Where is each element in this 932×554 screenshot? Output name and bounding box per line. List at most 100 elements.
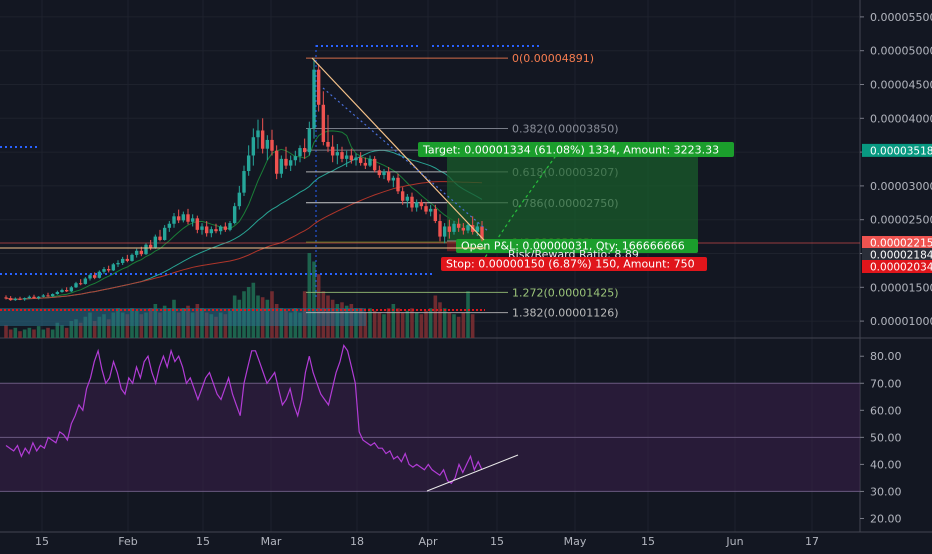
volume-bar — [368, 308, 372, 338]
volume-bar — [92, 321, 97, 338]
rsi-trendline — [426, 454, 519, 492]
price-tick-label: 0.00003000 — [870, 180, 932, 193]
volume-bar — [452, 314, 456, 338]
rsi-line — [5, 343, 483, 485]
volume-bar — [60, 325, 64, 338]
candle-body — [368, 158, 372, 166]
candle-body — [456, 223, 461, 228]
volume-bar — [442, 308, 447, 338]
candle-body — [246, 155, 251, 172]
candle-body — [190, 218, 195, 222]
candle-body — [260, 130, 265, 149]
volume-bar — [64, 327, 69, 338]
price-badge — [862, 248, 932, 261]
volume-bar — [466, 291, 470, 338]
volume-bar — [55, 322, 60, 338]
candle-body — [335, 152, 340, 156]
candle-body — [414, 202, 419, 208]
time-tick-label: 15 — [35, 535, 49, 548]
volume-bar — [372, 310, 377, 338]
candle-body — [330, 146, 335, 156]
time-tick-label: May — [564, 535, 587, 548]
volume-bar — [46, 327, 50, 338]
volume-bar — [382, 314, 386, 338]
volume-bar — [22, 329, 27, 338]
candle-body — [144, 244, 148, 255]
candle-body — [41, 295, 46, 297]
candle-body — [78, 283, 83, 285]
volume-bar — [74, 319, 78, 338]
candle-body — [204, 226, 209, 234]
price-tick-label: 0.00001000 — [870, 315, 932, 328]
volume-bar — [18, 331, 22, 338]
volume-bar — [433, 295, 438, 338]
volume-bar — [83, 316, 88, 338]
price-tick-label: 0.00004500 — [870, 79, 932, 92]
time-tick-label: 17 — [805, 535, 819, 548]
volume-bar — [396, 308, 400, 338]
rsi-tick-label: 70.00 — [870, 377, 902, 390]
candle-body — [134, 250, 139, 255]
candle-body — [92, 275, 97, 278]
fib-level-label: 1.272(0.00001425) — [512, 286, 619, 299]
volume-bar — [41, 329, 46, 338]
candle-body — [307, 128, 312, 153]
candle-body — [274, 150, 279, 174]
volume-bar — [32, 329, 36, 338]
candle-body — [158, 236, 162, 240]
candle-body — [106, 269, 111, 271]
candle-body — [312, 69, 316, 129]
candle-body — [116, 262, 120, 265]
candle-body — [55, 292, 60, 295]
price-tick-label: 0.00005500 — [870, 11, 932, 24]
candle-body — [4, 297, 8, 299]
candle-body — [461, 227, 466, 231]
candle-body — [88, 275, 92, 279]
volume-bar — [414, 312, 419, 338]
volume-bar — [438, 302, 442, 338]
fib-level-label: 1.382(0.00001126) — [512, 307, 619, 320]
candle-body — [200, 226, 204, 230]
target-label-box — [418, 142, 734, 157]
candle-body — [27, 296, 32, 299]
price-tick-label: 0.00004000 — [870, 112, 932, 125]
price-badge — [862, 143, 932, 157]
open-pnl-label-box — [456, 239, 698, 253]
candle-body — [162, 227, 167, 240]
candle-body — [176, 216, 181, 221]
candle-body — [8, 298, 13, 301]
candle-body — [60, 290, 64, 293]
candle-body — [386, 171, 391, 181]
candle-body — [302, 148, 307, 153]
volume-bar — [223, 314, 228, 338]
volume-bar — [461, 312, 466, 338]
candle-body — [232, 206, 237, 224]
candle-body — [36, 296, 41, 299]
candle-body — [32, 296, 36, 299]
open-pnl-label: Open P&L: 0.00000031, Qty: 166666666 — [461, 240, 685, 253]
candle-body — [405, 196, 410, 201]
time-tick-label: 15 — [641, 535, 655, 548]
volume-bar — [386, 308, 391, 338]
candle-body — [195, 218, 200, 230]
ma-fast-line — [5, 130, 483, 300]
candle-body — [298, 148, 302, 157]
candle-body — [354, 157, 358, 161]
price-badge — [862, 260, 932, 273]
candle-body — [120, 258, 125, 263]
volume-bar — [27, 327, 32, 338]
time-tick-label: 18 — [350, 535, 364, 548]
dotted-trendline — [322, 87, 490, 233]
candle-body — [50, 294, 55, 297]
price-tick-label: 0.00001500 — [870, 281, 932, 294]
candle-body — [363, 162, 368, 166]
candle-body — [424, 206, 428, 212]
stop-label-box — [441, 257, 707, 271]
rsi-tick-label: 80.00 — [870, 350, 902, 363]
candle-body — [148, 244, 153, 248]
candle-body — [74, 283, 78, 288]
volume-bar — [405, 310, 410, 338]
time-tick-label: Mar — [261, 535, 282, 548]
rsi-tick-label: 40.00 — [870, 458, 902, 471]
